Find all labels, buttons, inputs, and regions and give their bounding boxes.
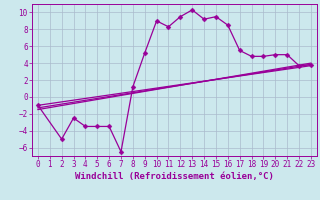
X-axis label: Windchill (Refroidissement éolien,°C): Windchill (Refroidissement éolien,°C) (75, 172, 274, 181)
